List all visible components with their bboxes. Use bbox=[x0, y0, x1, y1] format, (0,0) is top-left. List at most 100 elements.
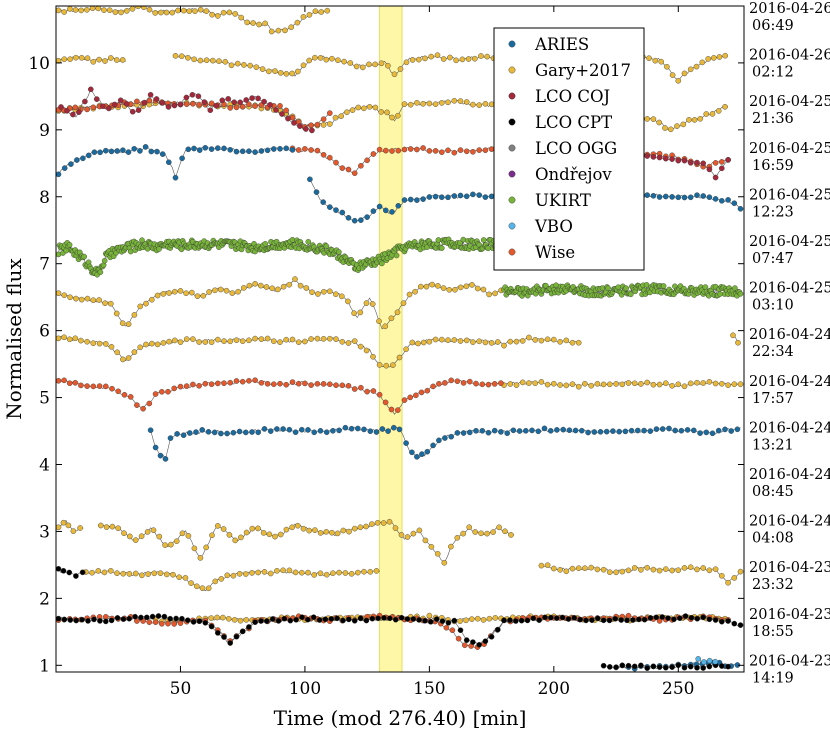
data-point bbox=[457, 627, 464, 634]
data-point bbox=[142, 144, 149, 150]
data-point bbox=[191, 145, 197, 152]
data-point bbox=[297, 123, 303, 129]
legend-label: UKIRT bbox=[535, 191, 591, 210]
data-point bbox=[317, 427, 324, 434]
data-point bbox=[448, 543, 454, 550]
data-point bbox=[171, 102, 178, 109]
data-point bbox=[317, 570, 324, 577]
data-point bbox=[669, 664, 675, 670]
data-point bbox=[146, 97, 153, 104]
data-point bbox=[694, 566, 700, 573]
data-point bbox=[725, 197, 731, 203]
data-point bbox=[97, 618, 103, 624]
data-point bbox=[67, 294, 73, 301]
epoch-time: 07:47 bbox=[752, 251, 794, 267]
data-point bbox=[579, 427, 585, 434]
data-point bbox=[102, 300, 108, 307]
data-point bbox=[709, 111, 716, 117]
data-point bbox=[706, 166, 713, 173]
data-point bbox=[471, 55, 478, 62]
data-point bbox=[480, 237, 487, 243]
data-point bbox=[730, 332, 736, 339]
data-point bbox=[209, 57, 216, 64]
data-point bbox=[275, 286, 281, 293]
data-point bbox=[323, 429, 330, 436]
data-point bbox=[693, 63, 700, 70]
data-point bbox=[82, 98, 88, 105]
data-point bbox=[324, 7, 331, 14]
data-point bbox=[163, 571, 170, 578]
data-point bbox=[274, 568, 280, 574]
data-point bbox=[465, 56, 472, 62]
data-point bbox=[102, 58, 108, 64]
data-point bbox=[115, 388, 121, 395]
data-point bbox=[398, 614, 405, 621]
data-point bbox=[712, 566, 719, 573]
data-point bbox=[74, 157, 80, 163]
data-point bbox=[236, 428, 243, 435]
data-point bbox=[73, 295, 79, 302]
data-point bbox=[701, 659, 707, 665]
data-point bbox=[322, 616, 329, 623]
data-point bbox=[719, 165, 725, 172]
data-point bbox=[554, 427, 560, 433]
data-point bbox=[272, 68, 278, 74]
data-point bbox=[430, 442, 436, 449]
data-point bbox=[660, 283, 667, 289]
data-point bbox=[108, 300, 114, 307]
data-point bbox=[339, 209, 346, 216]
data-point bbox=[186, 430, 193, 436]
data-point bbox=[60, 519, 67, 526]
data-point bbox=[395, 147, 402, 154]
data-point bbox=[264, 380, 271, 387]
data-point bbox=[280, 426, 286, 432]
data-point bbox=[406, 291, 413, 298]
data-point bbox=[66, 380, 73, 387]
data-point bbox=[214, 145, 221, 151]
data-point bbox=[302, 380, 308, 387]
data-point bbox=[401, 101, 408, 107]
data-point bbox=[354, 569, 361, 576]
data-point bbox=[97, 149, 103, 156]
data-point bbox=[316, 617, 323, 623]
data-point bbox=[536, 617, 543, 623]
data-point bbox=[451, 337, 458, 343]
data-point bbox=[208, 146, 215, 152]
data-point bbox=[478, 53, 484, 59]
data-point bbox=[388, 315, 395, 322]
data-point bbox=[557, 567, 563, 573]
data-point bbox=[385, 62, 391, 69]
epoch-time: 17:57 bbox=[752, 391, 794, 407]
data-point bbox=[182, 575, 189, 581]
data-point bbox=[557, 338, 563, 345]
data-point bbox=[653, 426, 660, 432]
data-point bbox=[470, 191, 476, 198]
data-point bbox=[370, 353, 376, 360]
data-point bbox=[67, 617, 74, 623]
data-point bbox=[625, 380, 632, 386]
data-point bbox=[428, 53, 435, 60]
data-point bbox=[396, 426, 403, 433]
data-point bbox=[239, 378, 246, 385]
x-tick-label: 50 bbox=[170, 679, 192, 699]
data-point bbox=[103, 618, 109, 625]
data-point bbox=[532, 380, 539, 387]
data-point bbox=[507, 338, 514, 345]
data-point bbox=[474, 615, 481, 622]
data-point bbox=[96, 340, 103, 347]
data-point bbox=[202, 620, 209, 626]
data-point bbox=[208, 339, 215, 346]
data-point bbox=[197, 57, 204, 64]
data-point bbox=[526, 334, 532, 341]
data-point bbox=[476, 147, 483, 153]
data-point bbox=[666, 425, 672, 432]
data-point bbox=[424, 387, 431, 394]
data-point bbox=[263, 618, 270, 624]
data-point bbox=[214, 13, 221, 19]
data-point bbox=[258, 336, 265, 342]
data-point bbox=[220, 9, 227, 16]
data-point bbox=[390, 362, 396, 368]
data-point bbox=[463, 193, 470, 200]
data-point bbox=[622, 428, 629, 435]
data-point bbox=[618, 617, 625, 623]
